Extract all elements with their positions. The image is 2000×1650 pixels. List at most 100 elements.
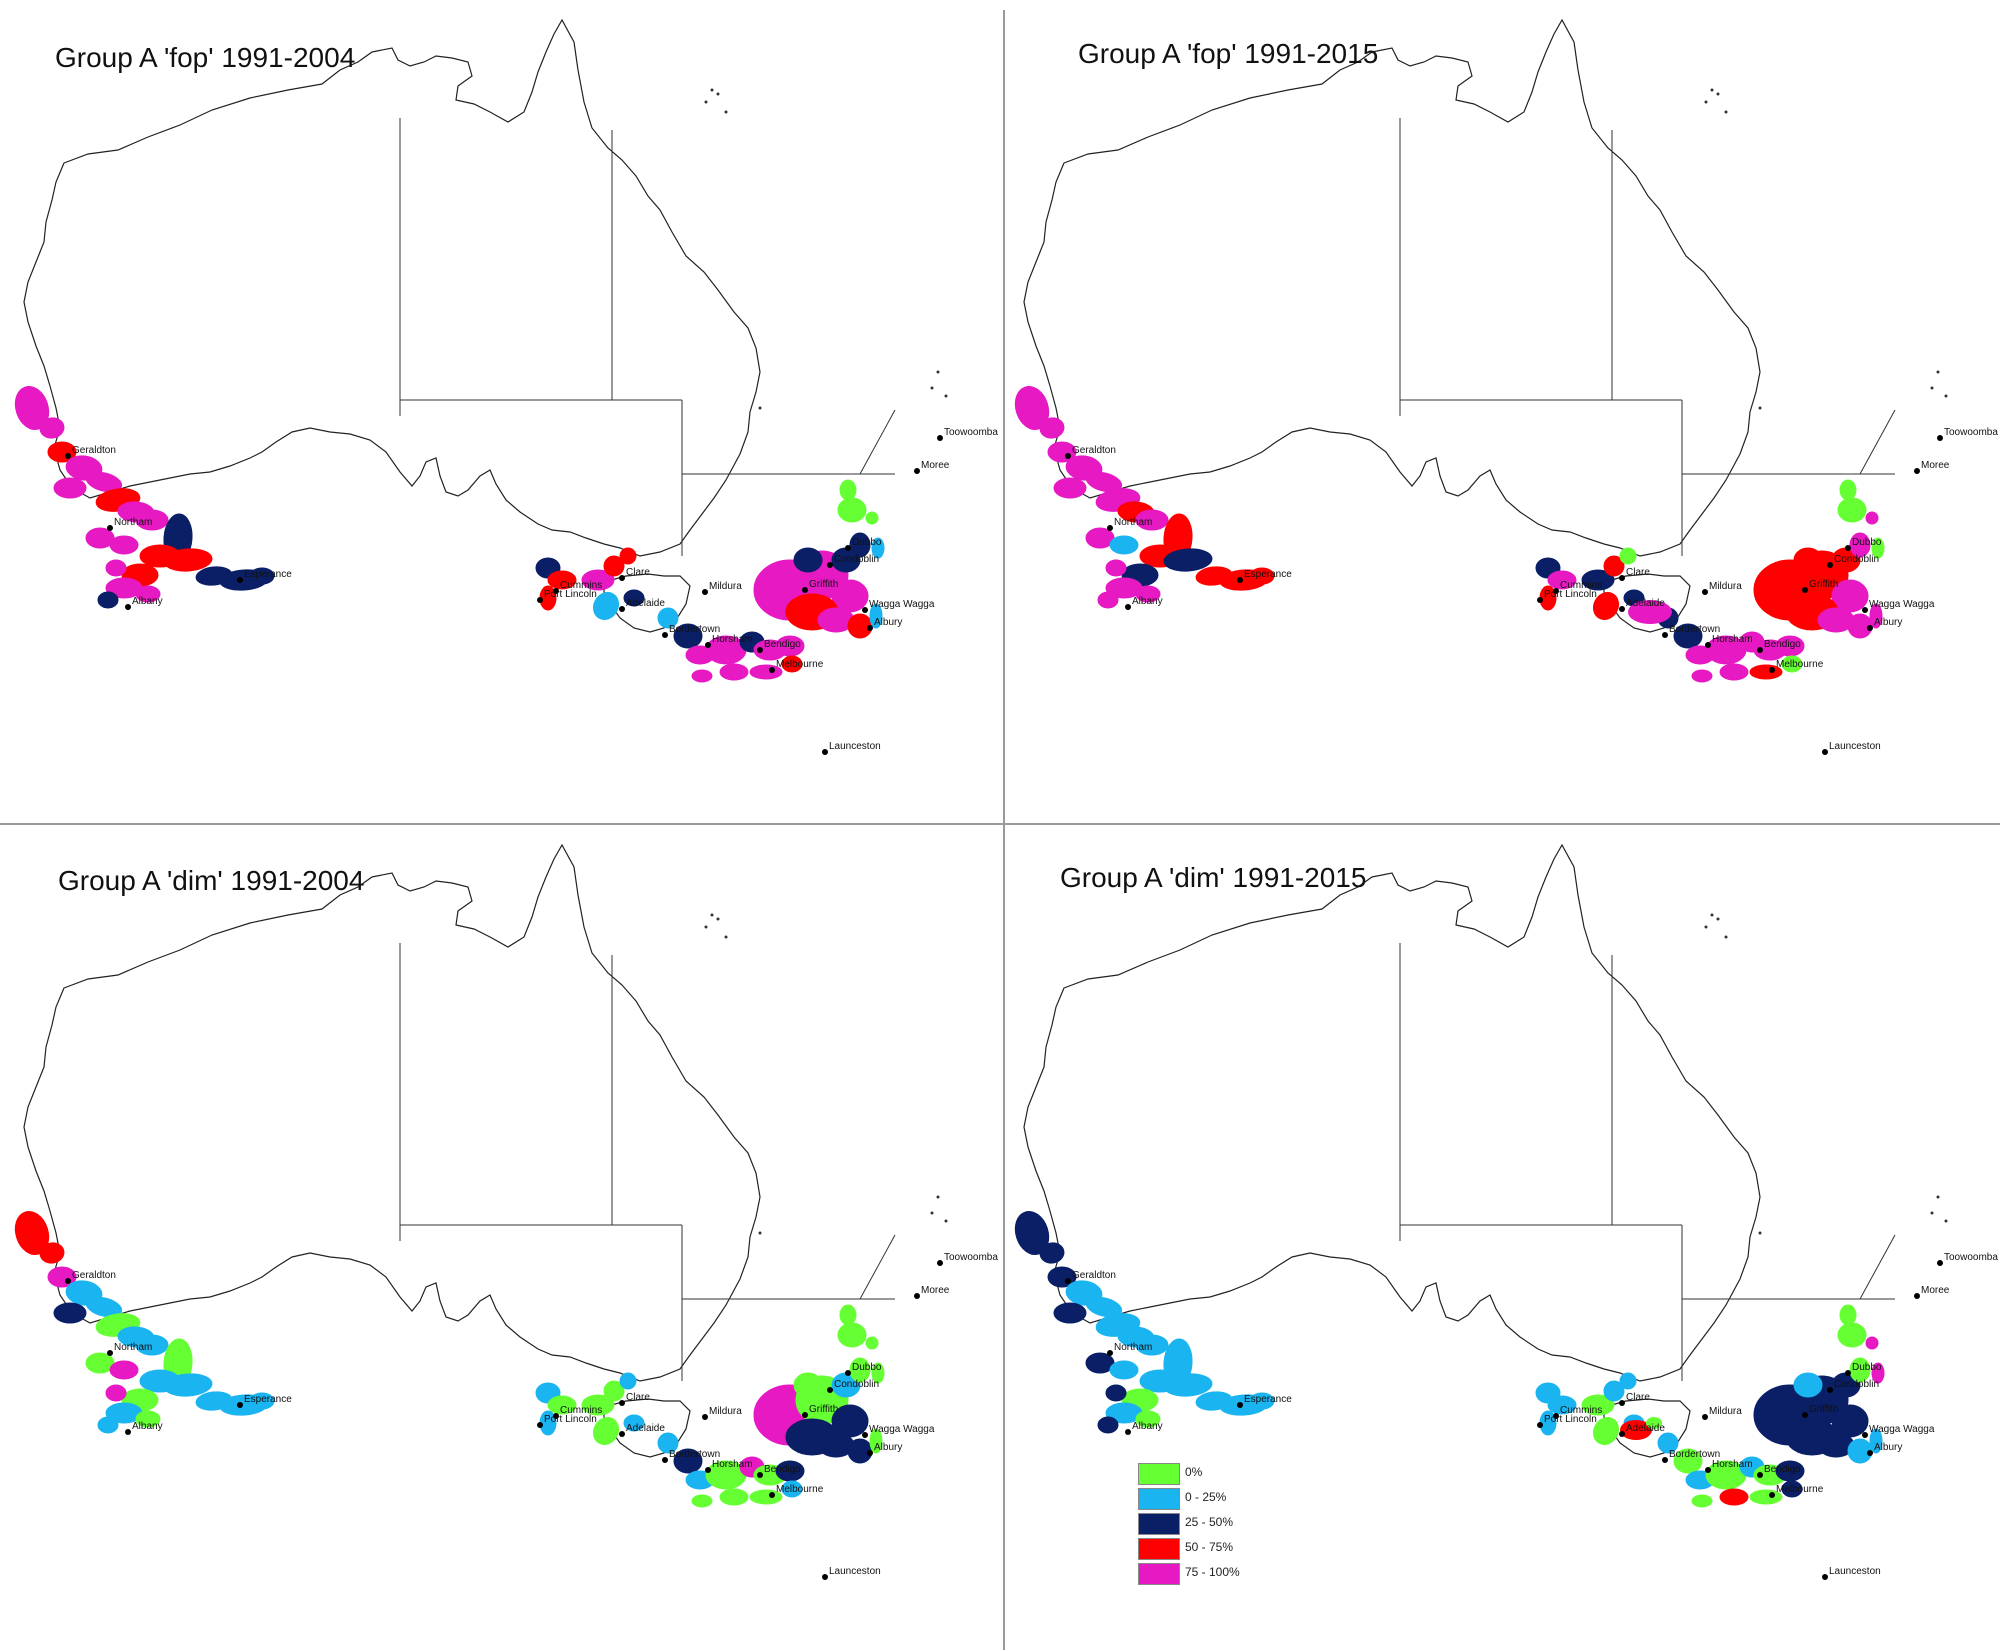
- town-label: Geraldton: [1072, 445, 1116, 456]
- town-dot: [1125, 604, 1131, 610]
- island-marker: [944, 394, 948, 398]
- town-dot: [1867, 1450, 1873, 1456]
- town-label: Horsham: [1712, 634, 1753, 645]
- legend-swatch: [1138, 1488, 1180, 1510]
- town-dot: [1914, 1293, 1920, 1299]
- region-patch: [1581, 569, 1615, 591]
- town-label: Bendigo: [1764, 1464, 1801, 1475]
- region-patch: [85, 527, 115, 549]
- town-dot: [827, 562, 833, 568]
- town-label: Albury: [1874, 617, 1902, 628]
- town-layer: Toowoomba Moree Geraldton Dubbo Northam Condo…: [65, 1252, 998, 1580]
- town-label: Albany: [1132, 1421, 1163, 1432]
- town-dot: [1237, 577, 1243, 583]
- town-dot: [107, 525, 113, 531]
- region-patch: [1839, 1304, 1857, 1326]
- town-label: Dubbo: [1852, 537, 1882, 548]
- region-patch: [1719, 663, 1749, 681]
- town-dot: [1802, 587, 1808, 593]
- town-label: Port Lincoln: [1544, 589, 1597, 600]
- town-dot: [1107, 1350, 1113, 1356]
- town-label: Condoblin: [834, 554, 879, 565]
- region-patch: [1085, 527, 1115, 549]
- town-dot: [1937, 435, 1943, 441]
- town-label: Esperance: [1244, 569, 1292, 580]
- region-patch: [849, 1357, 871, 1383]
- town-label: Clare: [626, 567, 650, 578]
- region-patch: [1871, 1362, 1885, 1384]
- island-marker: [710, 88, 714, 92]
- town-label: Launceston: [829, 1566, 881, 1577]
- region-patch: [1097, 591, 1119, 609]
- panel-title: Group A 'fop' 1991-2015: [1078, 38, 1379, 69]
- town-dot: [1125, 1429, 1131, 1435]
- region-patch: [109, 1360, 139, 1380]
- region-patch: [249, 1392, 275, 1410]
- region-patch: [1619, 1372, 1637, 1390]
- town-label: Melbourne: [1776, 1484, 1824, 1495]
- region-patch: [1781, 1480, 1803, 1498]
- region-patch: [623, 1414, 645, 1432]
- panel-divider-vertical: [1003, 10, 1005, 1650]
- island-marker: [716, 92, 720, 96]
- region-patch: [837, 497, 867, 523]
- region-patch: [85, 1352, 115, 1374]
- region-patch: [603, 555, 625, 577]
- town-label: Northam: [114, 517, 152, 528]
- map-panel-dim-2015: Toowoomba Moree Geraldton Dubbo Northam Condo…: [1000, 825, 2000, 1648]
- region-patch: [691, 1494, 713, 1508]
- town-dot: [65, 1278, 71, 1284]
- panel-divider-horizontal: [0, 823, 2000, 825]
- region-patch: [547, 570, 577, 590]
- town-label: Northam: [1114, 517, 1152, 528]
- region-patch: [1869, 1428, 1883, 1454]
- island-marker: [1724, 935, 1728, 939]
- region-patch: [1039, 1242, 1065, 1264]
- town-dot: [1237, 1402, 1243, 1408]
- region-patch: [1646, 1417, 1662, 1429]
- region-patch: [53, 477, 87, 499]
- town-label: Clare: [1626, 1392, 1650, 1403]
- town-dot: [619, 1400, 625, 1406]
- region-patch: [1837, 1322, 1867, 1348]
- town-label: Moree: [921, 460, 950, 471]
- town-layer: Toowoomba Moree Geraldton Dubbo Northam Condo…: [1065, 1252, 1998, 1580]
- town-dot: [1702, 1414, 1708, 1420]
- region-patch: [1871, 537, 1885, 559]
- town-dot: [1702, 589, 1708, 595]
- town-label: Port Lincoln: [1544, 1414, 1597, 1425]
- region-patch: [163, 1373, 213, 1397]
- region-patch: [97, 591, 119, 609]
- panel-title: Group A 'dim' 1991-2015: [1060, 862, 1367, 893]
- region-patch: [1097, 1416, 1119, 1434]
- town-label: Esperance: [244, 1394, 292, 1405]
- region-patch: [781, 1480, 803, 1498]
- town-label: Melbourne: [1776, 659, 1824, 670]
- australia-map: Toowoomba Moree Geraldton Dubbo Northam Condo…: [14, 18, 998, 755]
- town-label: Clare: [1626, 567, 1650, 578]
- region-patch: [135, 1334, 169, 1356]
- town-label: Griffith: [809, 1404, 838, 1415]
- town-label: Melbourne: [776, 1484, 824, 1495]
- region-patch: [109, 535, 139, 555]
- island-marker: [710, 913, 714, 917]
- town-dot: [822, 1574, 828, 1580]
- legend-swatch: [1138, 1463, 1180, 1485]
- town-label: Dubbo: [852, 1362, 882, 1373]
- town-dot: [914, 468, 920, 474]
- island-marker: [944, 1219, 948, 1223]
- town-dot: [1867, 625, 1873, 631]
- town-label: Bordertown: [669, 624, 720, 635]
- region-patch: [1135, 585, 1161, 603]
- town-label: Condoblin: [1834, 1379, 1879, 1390]
- region-patch: [623, 589, 645, 607]
- island-marker: [1944, 1219, 1948, 1223]
- town-dot: [769, 1492, 775, 1498]
- island-marker: [1758, 406, 1762, 410]
- island-marker: [1936, 370, 1940, 374]
- region-patch: [547, 1395, 577, 1415]
- region-patch: [1085, 471, 1123, 493]
- region-patch: [1547, 1395, 1577, 1415]
- town-dot: [662, 632, 668, 638]
- town-dot: [1914, 468, 1920, 474]
